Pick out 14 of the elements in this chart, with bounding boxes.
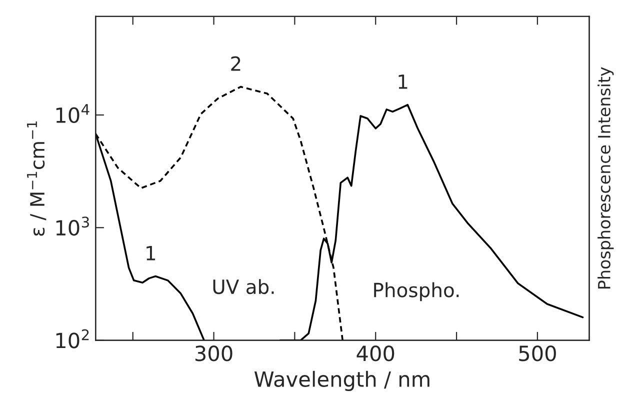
annotation: Phospho. xyxy=(374,282,459,302)
x-tick-label: 500 xyxy=(519,346,556,362)
y-tick-label: 10$^{3}$ xyxy=(56,216,89,236)
y-tick-label: 10$^{2}$ xyxy=(56,329,89,348)
y2-axis-title: Phosphorescence Intensity xyxy=(598,67,614,288)
annotation: UV ab. xyxy=(213,279,274,294)
series-label: 1 xyxy=(146,246,156,260)
x-tick-label: 300 xyxy=(195,346,232,362)
x-axis-title: Wavelength / nm xyxy=(254,370,430,392)
y-axis-title: ε / M$^{−1}$cm$^{−1}$ xyxy=(27,121,46,236)
x-tick-label: 400 xyxy=(356,346,394,362)
series-label: 2 xyxy=(231,56,240,71)
y-tick-label: 10$^{4}$ xyxy=(56,104,90,124)
series-label: 1 xyxy=(398,74,408,89)
